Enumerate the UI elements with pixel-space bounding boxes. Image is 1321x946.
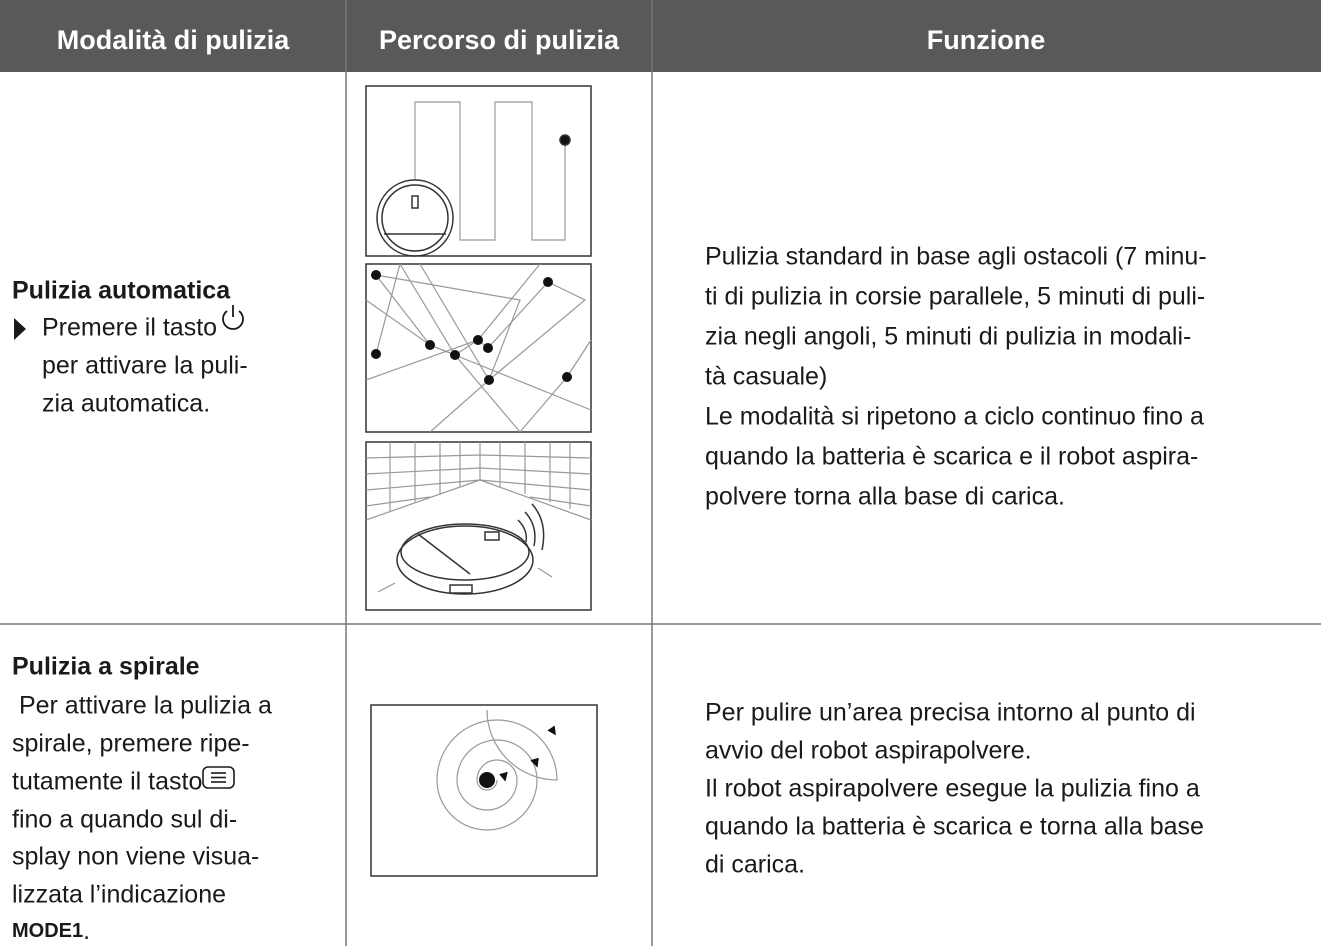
- function-line: Le modalità si ripetono a ciclo continuo…: [705, 403, 1204, 431]
- function-line: quando la batteria è scarica e torna all…: [705, 813, 1204, 841]
- function-line: di carica.: [705, 851, 805, 879]
- power-icon: [222, 305, 244, 330]
- mode-line: per attivare la puli-: [42, 352, 248, 380]
- illustration-serpentine: [365, 85, 592, 257]
- function-line: tà casuale): [705, 363, 827, 391]
- header-bar: [0, 0, 1321, 72]
- mode-line: MODE1.: [12, 917, 90, 945]
- function-line: quando la batteria è scarica e il robot …: [705, 443, 1198, 471]
- function-line: Pulizia standard in base agli ostacoli (…: [705, 243, 1207, 271]
- illustration-corner: [365, 441, 592, 611]
- mode-line: Premere il tasto: [42, 314, 217, 342]
- function-line: polvere torna alla base di carica.: [705, 483, 1065, 511]
- illustration-spiral: [370, 704, 598, 877]
- header-cell: Percorso di pulizia: [379, 25, 620, 55]
- function-line: avvio del robot aspirapolvere.: [705, 737, 1032, 765]
- mode-line: zia automatica.: [42, 390, 210, 418]
- function-line: Per pulire un’area precisa intorno al pu…: [705, 699, 1196, 727]
- mode-line: tutamente il tasto: [12, 768, 202, 796]
- mode-code-suffix: .: [83, 917, 90, 945]
- mode-line: lizzata l’indicazione: [12, 881, 226, 909]
- mode-line: fino a quando sul di-: [12, 806, 237, 834]
- header-cell: Funzione: [927, 25, 1045, 55]
- mode-line: splay non viene visua-: [12, 843, 259, 871]
- mode-title: Pulizia automatica: [12, 277, 231, 305]
- header-cell: Modalità di pulizia: [57, 25, 290, 55]
- bullet: [14, 318, 26, 340]
- function-line: Il robot aspirapolvere esegue la pulizia…: [705, 775, 1200, 803]
- mode-line: Per attivare la pulizia a: [12, 692, 272, 720]
- mode-code: MODE1: [12, 920, 83, 942]
- function-line: ti di pulizia in corsie parallele, 5 min…: [705, 283, 1205, 311]
- mode-icon: [202, 766, 235, 789]
- mode-title: Pulizia a spirale: [12, 653, 200, 681]
- mode-line: spirale, premere ripe-: [12, 730, 250, 758]
- illustration-random: [365, 262, 592, 433]
- function-line: zia negli angoli, 5 minuti di pulizia in…: [705, 323, 1191, 351]
